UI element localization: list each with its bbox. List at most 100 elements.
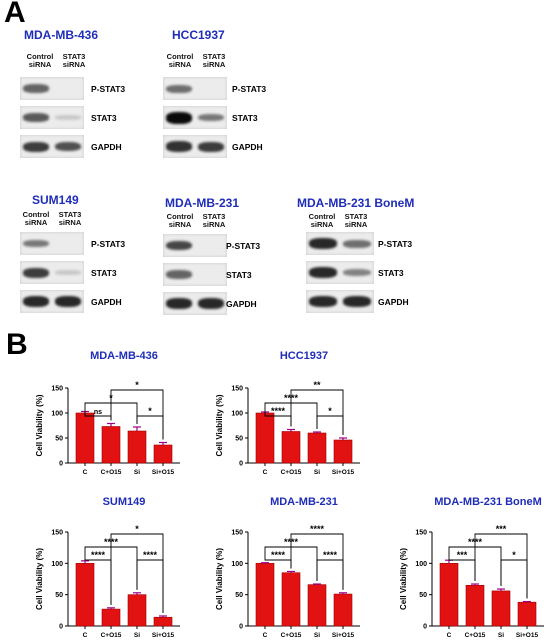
significance-label: ** (313, 380, 321, 390)
lane-header-line: siRNA (168, 220, 192, 229)
bar (333, 439, 353, 464)
y-tick-label: 150 (51, 386, 63, 393)
lane-header: STAT3 siRNA (336, 213, 376, 229)
bar (101, 426, 121, 464)
blot-title: SUM149 (32, 193, 79, 207)
lane-header-line: siRNA (344, 220, 368, 229)
bar (333, 593, 353, 627)
blot-strip (163, 234, 227, 257)
lane-header-line: STAT3 (62, 52, 86, 61)
protein-band (309, 267, 337, 278)
blot-title: MDA-MB-436 (24, 28, 99, 42)
blot-row-label: GAPDH (232, 141, 263, 152)
blot-strip (306, 232, 374, 255)
protein-band (166, 240, 192, 251)
chart-title: MDA-MB-436 (90, 350, 158, 362)
x-tick-label: Si (498, 632, 504, 639)
bar (439, 563, 459, 627)
significance-bracket (136, 559, 164, 613)
blot-row-label: P-STAT3 (378, 238, 413, 249)
viability-chart: MDA-MB-436 Cell Viability (%) 0 50 100 150 C C+… (35, 350, 180, 476)
chart-title: HCC1937 (280, 350, 328, 362)
y-tick-label: 100 (415, 561, 427, 568)
bar (127, 594, 147, 627)
blot-strip (20, 106, 84, 129)
lane-header-line: siRNA (168, 60, 192, 69)
protein-band (55, 115, 81, 120)
significance-label: **** (271, 406, 286, 416)
y-tick-label: 50 (235, 592, 243, 599)
significance-bracket (110, 389, 164, 440)
blot-strip (163, 263, 227, 286)
blot-strip (20, 261, 84, 284)
protein-band (23, 267, 49, 278)
significance-label: **** (323, 550, 338, 560)
x-tick-label: C+O15 (281, 469, 302, 476)
blot-row-label: STAT3 (91, 267, 117, 278)
viability-chart: HCC1937 Cell Viability (%) 0 50 100 150 C C+O15… (215, 350, 360, 476)
y-tick-label: 50 (419, 592, 427, 599)
x-tick-label: C+O15 (465, 632, 486, 639)
viability-chart: MDA-MB-231 BoneM Cell Viability (%) 0 50 100… (399, 496, 544, 639)
bar (281, 572, 301, 627)
y-tick-label: 0 (423, 624, 427, 631)
blot-title: HCC1937 (172, 28, 225, 42)
x-tick-label: Si (134, 632, 140, 639)
viability-chart: SUM149 Cell Viability (%) 0 50 100 150 C C+O15 S… (35, 496, 180, 639)
x-tick-label: C (83, 469, 88, 476)
blot-strip (163, 135, 227, 158)
significance-label: * (148, 406, 152, 416)
bar (255, 412, 275, 464)
x-tick-label: C+O15 (101, 469, 122, 476)
y-tick-label: 0 (239, 624, 243, 631)
bar (307, 584, 327, 627)
protein-band (198, 298, 224, 309)
blot-row-label: GAPDH (91, 141, 122, 152)
y-axis-label: Cell Viability (%) (35, 548, 44, 610)
significance-label: * (135, 524, 139, 534)
bar (75, 563, 95, 627)
bar (153, 444, 173, 464)
y-tick-label: 100 (231, 411, 243, 418)
protein-band (198, 141, 224, 152)
bar (517, 601, 537, 627)
blot-row-label: P-STAT3 (91, 83, 126, 94)
y-tick-label: 0 (239, 461, 243, 468)
protein-band (166, 84, 192, 93)
x-tick-label: Si+O15 (152, 469, 175, 476)
blot-strip (20, 232, 84, 255)
blot-strip (163, 77, 227, 100)
protein-band (23, 113, 49, 122)
significance-label: * (135, 380, 139, 390)
bar (465, 584, 485, 627)
significance-label: *** (457, 550, 468, 560)
bar (101, 608, 121, 627)
significance-label: ns (94, 409, 102, 416)
y-tick-label: 150 (51, 530, 63, 537)
significance-label: **** (143, 550, 158, 560)
bar (153, 616, 173, 627)
panel-b-letter: B (6, 328, 28, 361)
bar (127, 430, 147, 464)
lane-header-line: siRNA (28, 60, 52, 69)
x-tick-label: C+O15 (101, 632, 122, 639)
bar (75, 412, 95, 464)
lane-header-line: Control (26, 52, 54, 61)
x-tick-label: C (263, 632, 268, 639)
x-tick-label: Si+O15 (332, 469, 355, 476)
lane-header-line: Control (166, 212, 194, 221)
y-tick-label: 150 (415, 530, 427, 537)
y-tick-label: 0 (59, 461, 63, 468)
lane-header-line: siRNA (62, 60, 86, 69)
protein-band (55, 141, 81, 152)
protein-band (343, 296, 371, 307)
significance-label: * (512, 550, 516, 560)
significance-bracket (316, 559, 344, 590)
x-tick-label: C (83, 632, 88, 639)
significance-bracket (136, 415, 164, 440)
y-tick-label: 100 (51, 561, 63, 568)
chart-title: MDA-MB-231 (270, 496, 338, 508)
lane-header: STAT3 siRNA (54, 53, 94, 69)
blot-strip (306, 290, 374, 313)
lane-header-line: STAT3 (58, 210, 82, 219)
